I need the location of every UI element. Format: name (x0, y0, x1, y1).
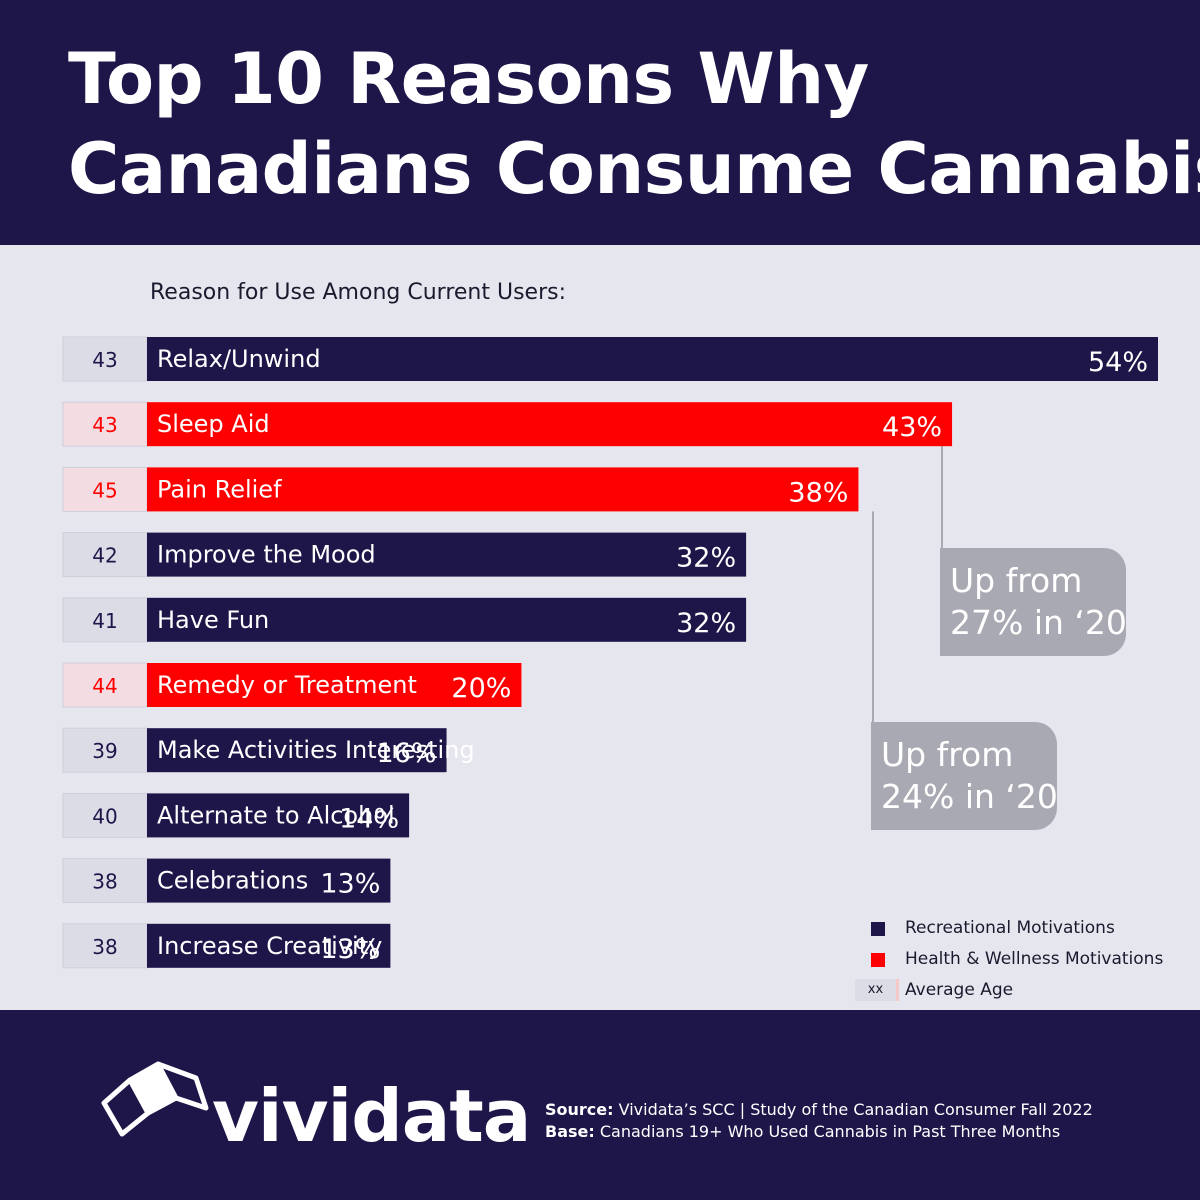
legend-label-age: Average Age (905, 980, 1014, 1000)
bar (147, 337, 1158, 381)
bar (147, 402, 953, 447)
bar-category-label: Remedy or Treatment (157, 671, 417, 699)
bar (147, 793, 410, 838)
source-line: Source: Vividata’s SCC | Study of the Ca… (545, 1099, 1093, 1121)
age-label: 44 (92, 674, 117, 698)
bar-value-label: 43% (882, 412, 942, 443)
base-label: Base: (545, 1122, 595, 1141)
legend-label-recreational: Recreational Motivations (905, 918, 1115, 938)
age-box (62, 858, 148, 904)
age-label: 39 (92, 739, 117, 763)
header-banner: Top 10 Reasons Why Canadians Consume Can… (0, 0, 1200, 245)
callout-line-1: Up from (881, 735, 1014, 774)
callout-pain-relief: Up from 24% in ‘20 (871, 722, 1058, 830)
bar-value-label: 13% (320, 869, 380, 900)
source-label: Source: (545, 1100, 614, 1119)
bar-value-label: 32% (676, 543, 736, 574)
age-label: 41 (92, 609, 117, 633)
vividata-logo-icon (101, 1061, 209, 1137)
base-text: Canadians 19+ Who Used Cannabis in Past … (599, 1122, 1061, 1141)
logo-wordmark: vividata (212, 1074, 531, 1158)
source-text: Vividata’s SCC | Study of the Canadian C… (618, 1100, 1093, 1119)
age-box (62, 401, 148, 447)
callout-line-2: 24% in ‘20 (881, 777, 1058, 816)
bar (147, 858, 391, 903)
bar (147, 467, 859, 512)
legend-label-health: Health & Wellness Motivations (905, 949, 1164, 969)
bar (147, 597, 747, 642)
bar-category-label: Increase Creativity (157, 932, 382, 960)
bar-row: 43 Relax/Unwind 54% (62, 336, 1158, 382)
bar-category-label: Make Activities Interesting (157, 736, 475, 764)
callout-line-2: 27% in ‘20 (950, 603, 1127, 642)
base-line: Base: Canadians 19+ Who Used Cannabis in… (545, 1121, 1093, 1143)
callout-line-1: Up from (950, 561, 1083, 600)
bar-category-label: Celebrations (157, 867, 308, 895)
bar-chart: 43 Relax/Unwind 54% 43 Sleep Aid 43% 45 Pain Re… (62, 336, 1158, 969)
bar (147, 728, 447, 773)
age-box (62, 597, 148, 643)
bar-value-label: 32% (676, 608, 736, 639)
bar-row: 38 Celebrations 13% (62, 858, 391, 904)
age-label: 38 (92, 870, 117, 894)
age-label: 40 (92, 804, 117, 828)
bar-category-label: Alternate to Alcohol (157, 801, 395, 829)
age-label: 38 (92, 935, 117, 959)
legend-swatch-recreational (871, 922, 885, 936)
legend-age-box: xx (855, 979, 899, 1001)
bar-category-label: Relax/Unwind (157, 345, 321, 373)
age-box (62, 532, 148, 578)
title-line-1: Top 10 Reasons Why (68, 38, 869, 120)
page-title: Top 10 Reasons Why Canadians Consume Can… (68, 34, 1200, 214)
callout-sleep-aid: Up from 27% in ‘20 (940, 548, 1127, 656)
chart-subtitle: Reason for Use Among Current Users: (150, 280, 566, 305)
bar-value-label: 38% (788, 477, 848, 508)
bar-row: 43 Sleep Aid 43% (62, 401, 953, 447)
bar-value-label: 13% (320, 934, 380, 965)
bar-rows: 43 Relax/Unwind 54% 43 Sleep Aid 43% 45 Pain Re… (62, 336, 1158, 969)
age-label: 43 (92, 348, 117, 372)
bar (147, 532, 747, 577)
age-box (62, 727, 148, 773)
bar-category-label: Improve the Mood (157, 541, 376, 569)
bar-value-label: 54% (1088, 347, 1148, 378)
bar-row: 42 Improve the Mood 32% (62, 532, 747, 578)
bar-value-label: 16% (377, 738, 437, 769)
bar (147, 663, 522, 707)
age-box (62, 466, 148, 512)
source-note: Source: Vividata’s SCC | Study of the Ca… (545, 1099, 1093, 1143)
bar-row: 45 Pain Relief 38% (62, 466, 859, 512)
bar-category-label: Pain Relief (157, 475, 282, 503)
age-box (62, 662, 148, 708)
bar-value-label: 20% (451, 673, 511, 704)
bar-category-label: Sleep Aid (157, 410, 270, 438)
age-label: 43 (92, 413, 117, 437)
bar-row: 44 Remedy or Treatment 20% (62, 662, 522, 708)
title-line-2: Canadians Consume Cannabis (68, 128, 1200, 210)
age-label: 45 (92, 478, 117, 502)
bar (147, 923, 391, 968)
bar-row: 41 Have Fun 32% (62, 597, 747, 643)
age-label: 42 (92, 544, 117, 568)
age-box (62, 792, 148, 838)
bar-category-label: Have Fun (157, 606, 269, 634)
bar-value-label: 14% (339, 803, 399, 834)
callout-connectors (872, 446, 943, 732)
legend-swatch-health (871, 953, 885, 967)
